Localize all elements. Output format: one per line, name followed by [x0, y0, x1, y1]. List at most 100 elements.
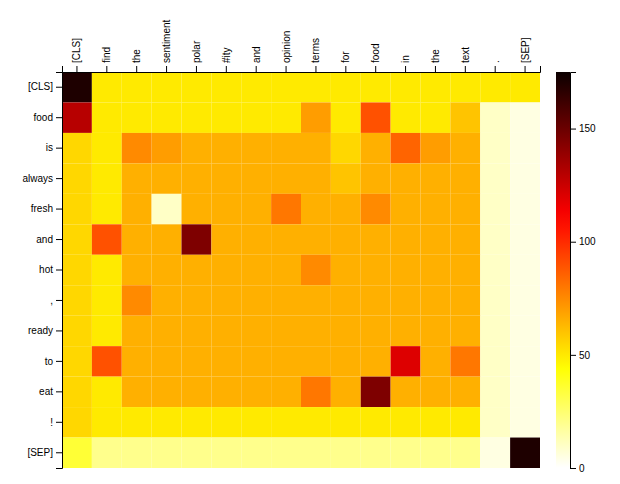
heat-cell — [211, 194, 241, 224]
heat-cell — [92, 407, 122, 437]
y-tick-mark — [56, 361, 62, 362]
heat-cell — [301, 285, 331, 315]
heat-cell — [480, 102, 510, 132]
heat-cell — [510, 316, 540, 346]
heat-cell — [331, 407, 361, 437]
colorbar-tick: 50 — [570, 350, 591, 361]
x-tick-mark — [196, 66, 197, 72]
y-tick-label: [SEP] — [27, 447, 53, 458]
x-tick-mark — [345, 66, 346, 72]
colorbar-tick: 100 — [570, 236, 596, 247]
heat-cell — [361, 163, 391, 193]
colorbar-tick-label: 100 — [579, 236, 596, 247]
heat-cell — [211, 438, 241, 468]
heat-cell — [182, 255, 212, 285]
heat-cell — [241, 133, 271, 163]
heat-cell — [301, 163, 331, 193]
heat-cell — [182, 133, 212, 163]
heat-cell — [391, 377, 421, 407]
heat-cell — [211, 377, 241, 407]
x-tick-label: for — [340, 51, 351, 63]
x-tick-mark — [465, 66, 466, 72]
heat-cell — [510, 346, 540, 376]
heat-cell — [271, 133, 301, 163]
heat-cell — [421, 377, 451, 407]
heat-cell — [122, 72, 152, 102]
heat-cell — [122, 133, 152, 163]
heat-cell — [152, 438, 182, 468]
heat-cell — [480, 194, 510, 224]
heat-cell — [271, 346, 301, 376]
heat-cell — [182, 346, 212, 376]
heat-cell — [122, 194, 152, 224]
heat-cell — [301, 346, 331, 376]
x-tick-label: [CLS] — [71, 38, 82, 63]
heat-cell — [211, 224, 241, 254]
heat-cell — [450, 377, 480, 407]
heat-cell — [92, 346, 122, 376]
heat-cell — [450, 194, 480, 224]
cells — [62, 72, 540, 468]
y-tick-label: to — [45, 356, 54, 367]
heat-cell — [182, 407, 212, 437]
heat-cell — [182, 438, 212, 468]
heat-cell — [331, 72, 361, 102]
x-tick-label: and — [251, 46, 262, 63]
y-tick-label: always — [22, 173, 53, 184]
heat-cell — [122, 285, 152, 315]
heat-cell — [271, 285, 301, 315]
heat-cell — [62, 407, 92, 437]
heat-cell — [62, 163, 92, 193]
x-tick: terms — [310, 38, 321, 72]
heat-cell — [152, 316, 182, 346]
heat-cell — [92, 377, 122, 407]
heat-cell — [391, 102, 421, 132]
heat-cell — [421, 285, 451, 315]
y-tick-label: hot — [39, 264, 53, 275]
x-tick-mark — [286, 66, 287, 72]
heat-cell — [301, 377, 331, 407]
colorbar-axis: 050100150 — [570, 73, 596, 474]
heat-cell — [271, 224, 301, 254]
x-tick-label: terms — [310, 38, 321, 63]
heat-cell — [62, 377, 92, 407]
y-tick-label: , — [50, 295, 53, 306]
heat-cell — [182, 224, 212, 254]
heat-cell — [480, 346, 510, 376]
heat-cell — [421, 133, 451, 163]
x-tick-label: text — [460, 47, 471, 63]
heat-cell — [450, 346, 480, 376]
heat-cell — [152, 407, 182, 437]
heat-cell — [62, 224, 92, 254]
colorbar-tick-mark — [570, 129, 576, 130]
x-tick: and — [251, 46, 262, 72]
heat-cell — [182, 72, 212, 102]
heat-cell — [62, 72, 92, 102]
heat-cell — [361, 255, 391, 285]
y-tick: to — [45, 356, 62, 367]
heat-cell — [211, 316, 241, 346]
heat-cell — [211, 72, 241, 102]
heat-cell — [510, 163, 540, 193]
y-tick: always — [22, 173, 62, 184]
heat-cell — [122, 224, 152, 254]
heat-cell — [122, 102, 152, 132]
heat-cell — [450, 438, 480, 468]
heat-cell — [421, 194, 451, 224]
heat-cell — [361, 377, 391, 407]
heat-cell — [480, 407, 510, 437]
heat-cell — [271, 102, 301, 132]
heat-cell — [92, 72, 122, 102]
heat-cell — [331, 438, 361, 468]
heat-cell — [241, 72, 271, 102]
heat-cell — [391, 163, 421, 193]
heat-cell — [361, 72, 391, 102]
heat-cell — [62, 438, 92, 468]
heat-cell — [122, 163, 152, 193]
heat-cell — [331, 346, 361, 376]
x-tick-label: the — [430, 49, 441, 63]
x-tick-label: . — [490, 60, 501, 63]
y-tick: is — [46, 142, 62, 153]
y-axis-line — [56, 73, 63, 469]
x-tick-mark — [136, 66, 137, 72]
